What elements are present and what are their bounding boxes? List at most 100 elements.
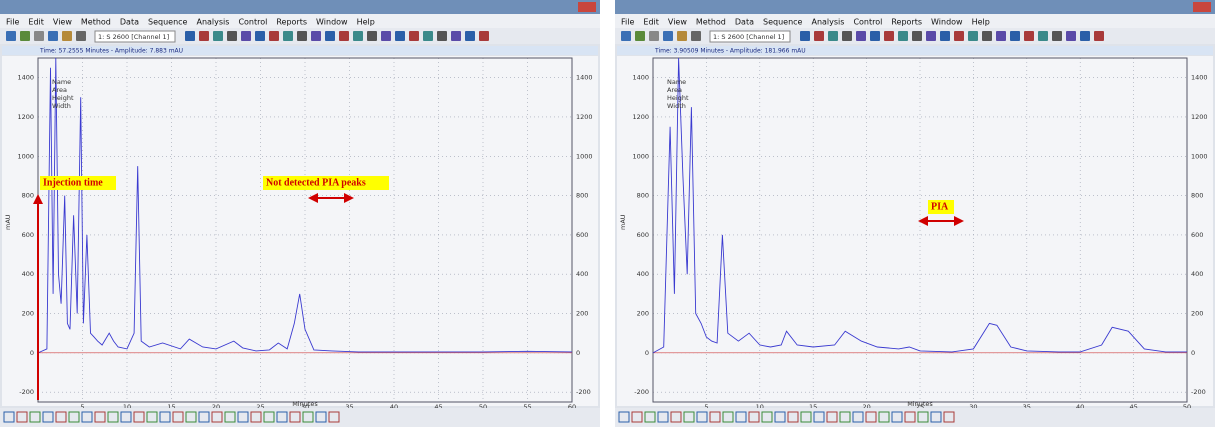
tool-button[interactable] xyxy=(213,31,223,41)
menu-item[interactable]: View xyxy=(53,18,72,27)
tool-button[interactable] xyxy=(325,31,335,41)
tool-button[interactable] xyxy=(926,31,936,41)
tool-button[interactable] xyxy=(663,31,673,41)
annotation: Injection time xyxy=(43,177,103,188)
menu-item[interactable]: Method xyxy=(81,18,111,27)
tool-button[interactable] xyxy=(381,31,391,41)
tool-button[interactable] xyxy=(1066,31,1076,41)
menu-item[interactable]: Reports xyxy=(276,18,307,27)
tool-button[interactable] xyxy=(677,31,687,41)
tool-button[interactable] xyxy=(185,31,195,41)
tool-button[interactable] xyxy=(437,31,447,41)
menu-item[interactable]: Method xyxy=(696,18,726,27)
menu-item[interactable]: View xyxy=(668,18,687,27)
y-tick-label: 1200 xyxy=(576,113,593,121)
tool-button[interactable] xyxy=(982,31,992,41)
close-button[interactable] xyxy=(578,2,596,12)
y-tick-label: 1000 xyxy=(632,152,649,160)
menu-item[interactable]: Help xyxy=(972,18,990,27)
tool-button[interactable] xyxy=(367,31,377,41)
tool-button[interactable] xyxy=(227,31,237,41)
y-tick-label: 200 xyxy=(637,310,649,318)
y-tick-label: 600 xyxy=(637,231,649,239)
tool-button[interactable] xyxy=(62,31,72,41)
tool-button[interactable] xyxy=(241,31,251,41)
tool-button[interactable] xyxy=(649,31,659,41)
menu-item[interactable]: Window xyxy=(316,18,348,27)
tool-button[interactable] xyxy=(423,31,433,41)
tool-button[interactable] xyxy=(283,31,293,41)
page: {"panels": [ {"menu": ["File", "Edit", "… xyxy=(0,0,1215,427)
y-tick-label: 600 xyxy=(22,231,34,239)
tool-button[interactable] xyxy=(255,31,265,41)
status-text: Time: 3.90509 Minutes - Amplitude: 181.9… xyxy=(654,48,806,55)
menu-item[interactable]: File xyxy=(621,18,634,27)
menu-item[interactable]: Data xyxy=(120,18,139,27)
tool-button[interactable] xyxy=(898,31,908,41)
menu-item[interactable]: Sequence xyxy=(763,18,803,27)
legend-entry: Name xyxy=(667,78,686,86)
tool-button[interactable] xyxy=(842,31,852,41)
tool-button[interactable] xyxy=(1080,31,1090,41)
tool-button[interactable] xyxy=(912,31,922,41)
tool-button[interactable] xyxy=(451,31,461,41)
tool-button[interactable] xyxy=(6,31,16,41)
y-tick-label: 400 xyxy=(22,270,34,278)
tool-button[interactable] xyxy=(870,31,880,41)
y-tick-label: 1400 xyxy=(632,74,649,82)
y-tick-label: -200 xyxy=(576,388,591,396)
tool-button[interactable] xyxy=(34,31,44,41)
y-tick-label: 200 xyxy=(576,310,588,318)
x-axis-label: Minutes xyxy=(292,400,318,408)
menu-item[interactable]: Analysis xyxy=(196,18,229,27)
tool-button[interactable] xyxy=(1038,31,1048,41)
tool-button[interactable] xyxy=(20,31,30,41)
tool-button[interactable] xyxy=(479,31,489,41)
tool-button[interactable] xyxy=(269,31,279,41)
tool-button[interactable] xyxy=(311,31,321,41)
tool-button[interactable] xyxy=(1024,31,1034,41)
menu-item[interactable]: Data xyxy=(735,18,754,27)
menu-item[interactable]: File xyxy=(6,18,19,27)
tool-button[interactable] xyxy=(395,31,405,41)
close-button[interactable] xyxy=(1193,2,1211,12)
annotation: Not detected PIA peaks xyxy=(266,177,366,188)
menu-item[interactable]: Edit xyxy=(28,18,44,27)
tool-button[interactable] xyxy=(800,31,810,41)
tool-button[interactable] xyxy=(1052,31,1062,41)
tool-button[interactable] xyxy=(1094,31,1104,41)
menu-item[interactable]: Control xyxy=(238,18,267,27)
menu-item[interactable]: Sequence xyxy=(148,18,188,27)
tool-button[interactable] xyxy=(856,31,866,41)
tool-button[interactable] xyxy=(465,31,475,41)
y-tick-label: 400 xyxy=(576,270,588,278)
tool-button[interactable] xyxy=(353,31,363,41)
tool-button[interactable] xyxy=(48,31,58,41)
menu-item[interactable]: Analysis xyxy=(811,18,844,27)
tool-button[interactable] xyxy=(1010,31,1020,41)
legend-entry: Name xyxy=(52,78,71,86)
menu-item[interactable]: Help xyxy=(357,18,375,27)
tool-button[interactable] xyxy=(954,31,964,41)
tool-button[interactable] xyxy=(199,31,209,41)
tool-button[interactable] xyxy=(339,31,349,41)
title-bar xyxy=(0,0,600,14)
app-window: File Edit View Method Data Sequence Analysis Co… xyxy=(0,0,600,427)
tool-button[interactable] xyxy=(691,31,701,41)
y-tick-label: -200 xyxy=(19,388,34,396)
tool-button[interactable] xyxy=(814,31,824,41)
tool-button[interactable] xyxy=(884,31,894,41)
tool-button[interactable] xyxy=(968,31,978,41)
tool-button[interactable] xyxy=(996,31,1006,41)
menu-item[interactable]: Reports xyxy=(891,18,922,27)
tool-button[interactable] xyxy=(621,31,631,41)
menu-item[interactable]: Control xyxy=(853,18,882,27)
menu-item[interactable]: Edit xyxy=(643,18,659,27)
tool-button[interactable] xyxy=(409,31,419,41)
tool-button[interactable] xyxy=(635,31,645,41)
menu-item[interactable]: Window xyxy=(931,18,963,27)
tool-button[interactable] xyxy=(828,31,838,41)
tool-button[interactable] xyxy=(940,31,950,41)
tool-button[interactable] xyxy=(297,31,307,41)
tool-button[interactable] xyxy=(76,31,86,41)
